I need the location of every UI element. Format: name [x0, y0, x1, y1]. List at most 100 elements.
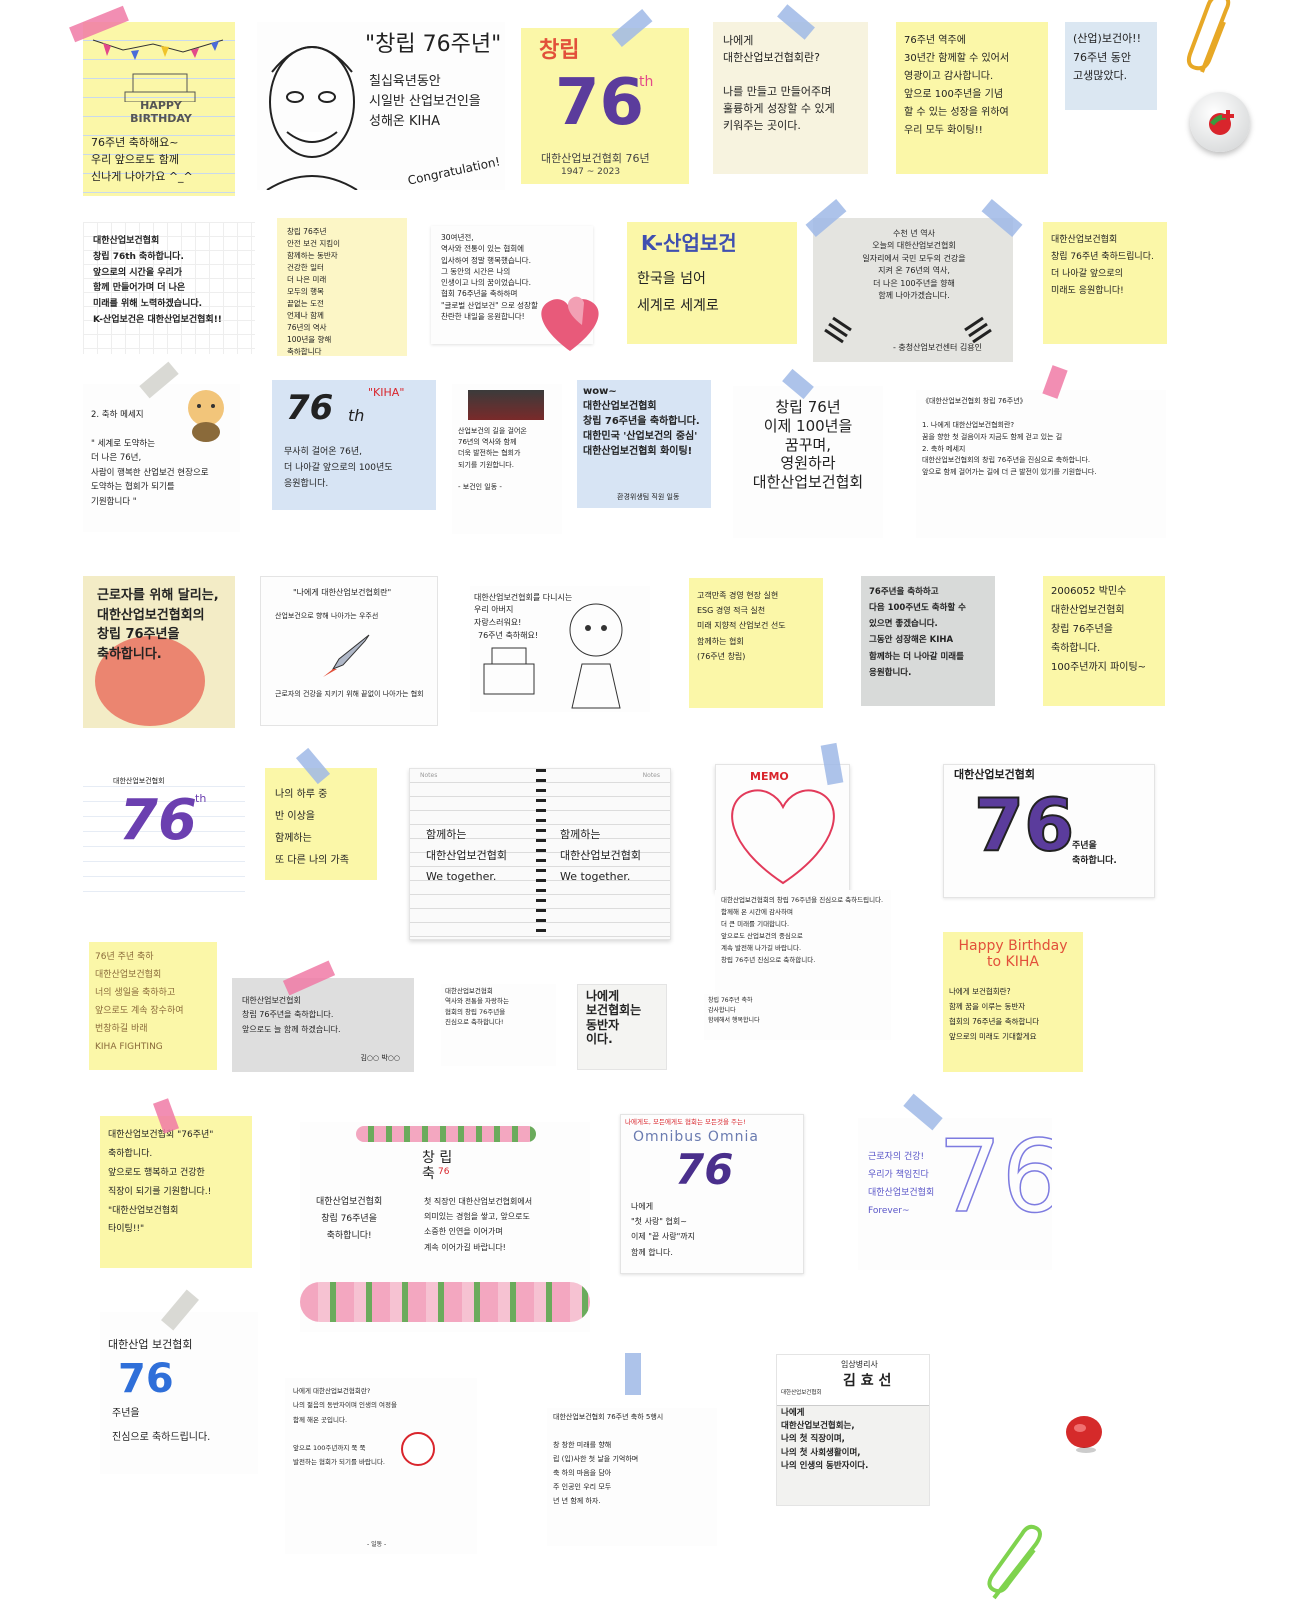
signature: - 충청산업보건센터 김용인 — [893, 343, 982, 352]
card-org: 대한산업보건협회 — [781, 1390, 822, 1396]
note-k-health: 대한산업보건협회 창립 76th 축하합니다. 앞으로의 시간을 우리가 함께 … — [83, 222, 255, 354]
76-number: 76 — [675, 1145, 734, 1194]
note-text: wow~ 대한산업보건협회 창립 76주년을 축하합니다. 대한민국 '산업보건… — [583, 386, 700, 457]
note-text: 창립 76주년 안전 보건 지킴이 함께하는 동반자 건강한 일터 더 나은 미… — [287, 227, 341, 356]
note-text: 근로자의 건강! 우리가 책임진다 대한산업보건협회 Forever~ — [868, 1152, 935, 1216]
notes-label: Notes — [642, 772, 660, 779]
notes-label: Notes — [420, 772, 438, 779]
bear-character-icon — [188, 390, 224, 442]
note-text: 주년을 진심으로 축하드립니다. — [112, 1408, 211, 1443]
note-subtext: 근로자의 건강을 지키기 위해 끝없이 나아가는 협회 — [275, 690, 424, 698]
note-taegeuk: 수천 년 역사 오늘의 대한산업보건협회 일자리에서 국민 모두의 건강을 지켜… — [813, 218, 1013, 362]
paperclip-icon — [1186, 0, 1231, 73]
spiral-binding — [536, 769, 546, 939]
note-text: 창립 76년 이제 100년을 꿈꾸며, 영원하라 대한산업보건협회 — [752, 398, 864, 491]
note-what-kiha-means: 나에게 대한산업보건협회란? 나를 만들고 만들어주며 훌륭하게 성장할 수 있… — [713, 22, 868, 174]
note-76th-lined: 대한산업보건협회 76 th — [83, 772, 245, 898]
note-text: 나의 하루 중 반 이상을 함께하는 또 다른 나의 가족 — [275, 789, 349, 866]
note-title: K-산업보건 — [641, 231, 737, 255]
note-text: 대한산업보건협회 창립 76주년을 축하합니다. 앞으로도 늘 함께 하겠습니다… — [242, 996, 341, 1034]
note-rocket: "나에게 대한산업보건협회란" 산업보건으로 향해 나아가는 우주선 근로자의 … — [260, 576, 438, 726]
note-text: 주년을 축하합니다. — [1072, 841, 1117, 867]
note-title: 창 립 축 — [422, 1150, 453, 1183]
76-number: 76 — [118, 1356, 174, 1402]
note-title: "창립 76주년" — [365, 32, 502, 57]
pushpin-icon — [1066, 1416, 1102, 1453]
note-five-line-poem: 대한산업보건협회 76주년 축하 5행시 창 창한 미래를 향해 립 (입)사한… — [547, 1408, 717, 1546]
note-business-card: 임상병리사 김 효 선 대한산업보건협회 나에게 대한산업보건협회는, 나의 첫… — [776, 1354, 930, 1506]
note-text: 나에게 "첫 사랑" 협회~ 이제 "끝 사랑"까지 함께 합니다. — [631, 1202, 695, 1257]
note-companion: 나에게 보건협회는 동반자 이다. — [577, 984, 667, 1070]
kiha-badge: "KIHA" — [368, 386, 405, 399]
note-title: "나에게 대한산업보건협회란" — [293, 588, 392, 597]
note-text: 나에게 보건협회는 동반자 이다. — [586, 989, 642, 1047]
note-text: 76주년 역주에 30년간 함께할 수 있어서 영광이고 감사합니다. 앞으로 … — [904, 35, 1010, 136]
note-calligraphy: 창립 76년 이제 100년을 꿈꾸며, 영원하라 대한산업보건협회 — [733, 386, 883, 538]
note-text: 고객만족 경영 현장 실현 ESG 경영 적극 실천 미래 지향적 산업보건 선… — [697, 591, 786, 661]
note-wow: wow~ 대한산업보건협회 창립 76주년을 축하합니다. 대한민국 '산업보건… — [577, 380, 711, 508]
red-circle — [95, 636, 205, 726]
note-title: 창립 — [539, 38, 580, 63]
note-omnibus: 나에게도, 모든에게도 협회는 모든것을 주는! Omnibus Omnia 7… — [620, 1114, 804, 1274]
note-birthday-cake: HAPPY BIRTHDAY 76주년 축하해요~ 우리 앞으로도 함께 신나게… — [83, 22, 235, 196]
76-number: 76 — [937, 1118, 1052, 1236]
76-number: 76 — [555, 66, 645, 140]
note-park: 2006052 박민수 대한산업보건협회 창립 76주년을 축하합니다. 100… — [1043, 576, 1165, 706]
th-suffix: th — [348, 406, 365, 425]
note-title: 대한산업보건협회 — [954, 768, 1035, 781]
note-text: 2. 축하 메세지 " 세계로 도약하는 더 나은 76년, 사람이 행복한 산… — [91, 410, 209, 507]
birthday-text: HAPPY BIRTHDAY — [130, 99, 192, 125]
brand-text: Omnibus Omnia — [633, 1129, 759, 1145]
note-happy-birthday: Happy Birthday to KIHA 나에게 보건협회란? 함께 꿈을 … — [943, 932, 1083, 1072]
note-portrait: "창립 76주년" 칠십육년동안 시일반 산업보건인을 성해온 KIHA Con… — [257, 22, 505, 190]
team-photo — [468, 390, 544, 420]
note-tradition: 대한산업보건협회 역사와 전통을 자랑하는 협회의 창립 76주년을 진심으로 … — [441, 984, 556, 1066]
note-text: 대한산업보건협회 "76주년" 축하합니다. 앞으로도 행복하고 건강한 직장이… — [108, 1130, 214, 1235]
note-signature-block: 창립 76주년 축하 감사합니다 함께해서 행복합니다 — [704, 994, 874, 1040]
org-text: 대한산업보건협회 76년 — [541, 152, 650, 165]
bunting-cake-icon — [92, 39, 224, 102]
kiha-badge-icon — [1190, 92, 1250, 152]
card-role: 임상병리사 — [841, 1360, 878, 1369]
rose-garland-top — [356, 1126, 536, 1142]
note-thanks: (산업)보건아!! 76주년 동안 고생많았다. — [1065, 22, 1157, 110]
note-acrostic: 창립 76주년 안전 보건 지킴이 함께하는 동반자 건강한 일터 더 나은 미… — [277, 218, 407, 356]
76-number: 76 — [286, 388, 334, 428]
76-number: 76 — [438, 1167, 450, 1177]
note-with-photo: 산업보건의 길을 걸어온 76년의 역사와 함께 더욱 발전하는 협회가 되기를… — [452, 384, 562, 534]
card-header: 임상병리사 김 효 선 대한산업보건협회 — [777, 1355, 929, 1406]
note-healthy-workplace: 대한산업보건협회 "76주년" 축하합니다. 앞으로도 행복하고 건강한 직장이… — [100, 1116, 252, 1268]
note-text: 나에게 대한산업보건협회란? 나를 만들고 만들어주며 훌륭하게 성장할 수 있… — [723, 34, 835, 133]
note-text: 《대한산업보건협회 창립 76주년》 1. 나에게 대한산업보건협회란? 꿈을 … — [922, 397, 1097, 477]
76-number: 76 — [973, 782, 1075, 868]
note-text: 대한산업보건협회 창립 76th 축하합니다. 앞으로의 시간을 우리가 함께 … — [93, 236, 222, 325]
note-family: 나의 하루 중 반 이상을 함께하는 또 다른 나의 가족 — [265, 768, 377, 880]
note-together: 대한산업보건협회 창립 76주년을 축하합니다. 앞으로도 늘 함께 하겠습니다… — [232, 978, 414, 1072]
note-title: 대한산업보건협회 — [113, 777, 165, 785]
signature: - 일동 - — [367, 1541, 387, 1548]
note-76-party: 대한산업보건협회 76 주년을 축하합니다. — [943, 764, 1155, 898]
note-youth-companion: 나에게 대한산업보건협회란? 나의 젊음의 동반자이며 인생의 여정을 함께 해… — [285, 1378, 477, 1554]
note-text-left: 함께하는 대한산업보건협회 We together. — [426, 828, 507, 883]
note-text: (산업)보건아!! 76주년 동안 고생많았다. — [1073, 32, 1142, 83]
note-text: 대한산업보건협회 창립 76주년을 축하합니다! — [316, 1197, 383, 1242]
note-30-years-ago: 30여년전, 역사와 전통이 있는 협회에 입사하여 정말 행복했습니다. 그 … — [431, 226, 593, 344]
note-text: 한국을 넘어 세계로 세계로 — [637, 271, 719, 314]
card-name: 김 효 선 — [843, 1373, 892, 1389]
girl-and-cake-icon — [483, 603, 623, 709]
note-running: 근로자를 위해 달리는, 대한산업보건협회의 창립 76주년을 축하합니다. — [83, 576, 235, 728]
note-text: 76주년을 축하하고 다음 100주년도 축하할 수 있으면 좋겠습니다. 그동… — [869, 587, 967, 678]
note-text: 2006052 박민수 대한산업보건협회 창립 76주년을 축하합니다. 100… — [1051, 586, 1147, 673]
note-text: 산업보건으로 향해 나아가는 우주선 — [275, 612, 379, 620]
note-roses: 창 립 축 76 대한산업보건협회 창립 76주년을 축하합니다! 첫 직장인 … — [300, 1122, 590, 1332]
note-text-right: 함께하는 대한산업보건협회 We together. — [560, 828, 641, 883]
note-notebook: Notes Notes 함께하는 대한산업보건협회 We together. 함… — [409, 768, 671, 940]
note-text: 무사히 걸어온 76년, 더 나아갈 앞으로의 100년도 응원합니다. — [284, 447, 393, 490]
signature: 김○○ 박○○ — [360, 1054, 400, 1063]
note-text: 대한산업보건협회를 다니시는 우리 아버지 자랑스러워요! — [474, 593, 573, 627]
note-text: 대한산업보건협회 76주년 축하 5행시 창 창한 미래를 향해 립 (입)사한… — [553, 1413, 664, 1505]
portrait-drawing-icon — [266, 46, 358, 190]
note-text: 대한산업보건협회 창립 76주년 축하드립니다. 더 나아갈 앞으로의 미래도 … — [1051, 235, 1154, 297]
note-text: 나에게 보건협회란? 함께 꿈을 이루는 동반자 협회의 76주년을 축하합니다… — [949, 987, 1040, 1041]
note-text: 근로자를 위해 달리는, 대한산업보건협회의 창립 76주년을 축하합니다. — [97, 588, 219, 662]
